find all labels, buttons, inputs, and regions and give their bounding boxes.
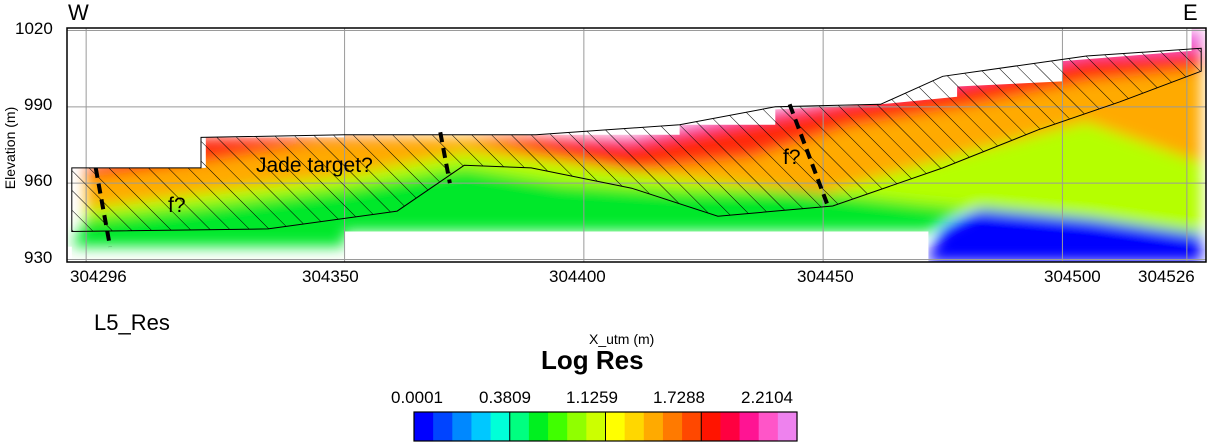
- fault-trace: [438, 131, 452, 184]
- colorbar-swatch: [701, 412, 721, 441]
- x-tick-label: 304400: [549, 267, 606, 286]
- annotation-fault-east: f?: [783, 146, 801, 169]
- colorbar-tick-label: 1.1259: [566, 388, 618, 407]
- colorbar-tick-label: 2.2104: [741, 388, 793, 407]
- colorbar-title: Log Res: [541, 345, 644, 375]
- colorbar-swatch: [605, 412, 626, 441]
- no-data-mask: [201, 89, 240, 168]
- no-data-mask: [344, 231, 929, 262]
- colorbar-tick-label: 0.0001: [391, 388, 443, 407]
- colorbar-swatch: [586, 412, 607, 441]
- colorbar-swatch: [548, 412, 568, 441]
- x-axis-title: X_utm (m): [589, 331, 655, 347]
- colorbar: [413, 411, 798, 442]
- colorbar-swatch: [490, 412, 511, 441]
- colorbar-swatch: [414, 412, 434, 441]
- west-label: W: [68, 0, 89, 25]
- colorbar-swatch: [777, 412, 798, 441]
- plot-frame: [66, 27, 1207, 263]
- colorbar-swatch: [567, 412, 587, 441]
- colorbar-swatch: [433, 412, 453, 441]
- elevation-tick-label: 930: [24, 248, 53, 267]
- colorbar-swatch: [509, 412, 530, 441]
- colorbar-swatch: [720, 412, 741, 441]
- fault-trace: [787, 103, 830, 207]
- x-tick-label: 304350: [302, 267, 359, 286]
- interpretation-overlay: [71, 47, 1202, 248]
- no-data-masks: [67, 28, 1192, 262]
- colorbar-swatch: [452, 412, 473, 441]
- colorbar-swatch: [662, 412, 683, 441]
- x-tick-label: 304500: [1044, 267, 1101, 286]
- colorbar-swatch: [739, 412, 760, 441]
- colorbar-swatch: [528, 412, 549, 441]
- colorbar-swatch: [758, 412, 779, 441]
- no-data-mask: [67, 246, 72, 262]
- no-data-mask: [67, 28, 1192, 168]
- fault-trace: [93, 167, 113, 248]
- x-tick-label: 304296: [70, 267, 127, 286]
- elevation-tick-label: 990: [24, 95, 53, 114]
- resistivity-layer-lower: [71, 142, 1202, 247]
- elevation-tick-label: 1020: [15, 19, 53, 38]
- east-label: E: [1183, 0, 1198, 25]
- colorbar-tick-label: 0.3809: [479, 388, 531, 407]
- colorbar-swatch: [682, 412, 702, 441]
- elevation-tick-label: 960: [24, 171, 53, 190]
- colorbar-swatch: [471, 412, 492, 441]
- y-axis-title: Elevation (m): [2, 106, 18, 190]
- colorbar-tick-label: 1.7288: [653, 388, 705, 407]
- x-tick-label: 304526: [1138, 267, 1195, 286]
- x-tick-label: 304450: [797, 267, 854, 286]
- annotation-jade-target: Jade target?: [256, 154, 373, 177]
- colorbar-swatch: [624, 412, 645, 441]
- colorbar-swatch: [643, 412, 664, 441]
- chart-title: L5_Res: [94, 310, 170, 335]
- annotation-fault-west: f?: [168, 194, 186, 217]
- hatched-interpretation-zone: [71, 47, 1202, 233]
- plot-area: [66, 27, 1207, 263]
